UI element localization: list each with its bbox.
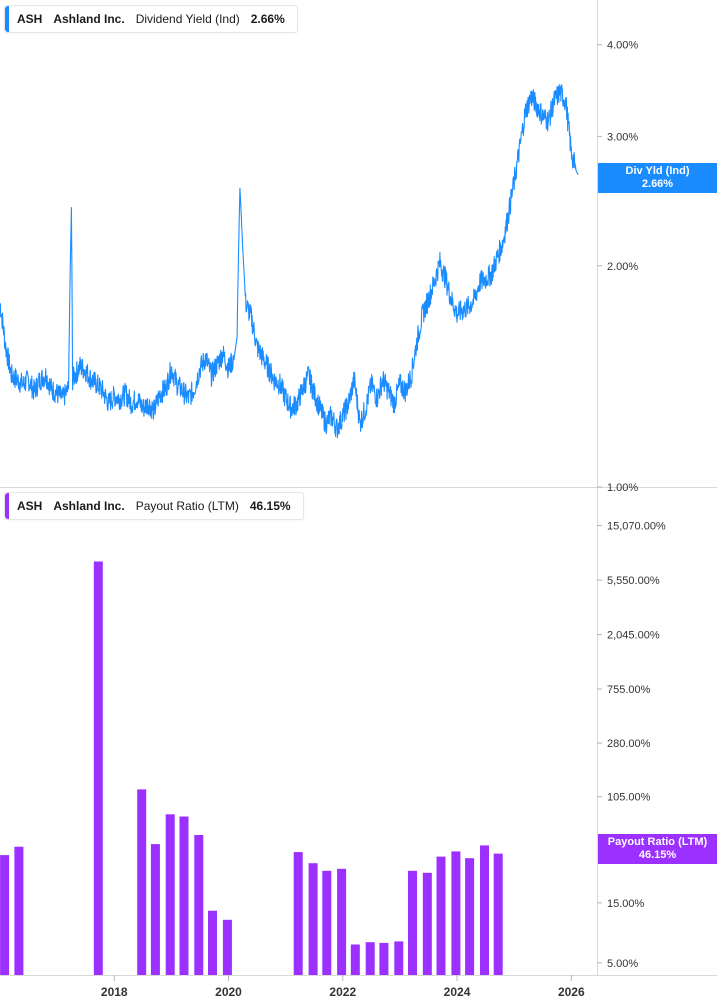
y-tick-label: 755.00% — [607, 684, 651, 696]
y-tick-label: 15.00% — [607, 898, 645, 910]
payout-bar — [322, 870, 332, 975]
payout-legend[interactable]: ASH Ashland Inc. Payout Ratio (LTM) 46.1… — [4, 492, 304, 520]
y-tick-label: 2.00% — [607, 261, 638, 273]
y-tick-label: 280.00% — [607, 738, 651, 750]
y-tick-label: 5,550.00% — [607, 575, 660, 587]
payout-bar — [150, 844, 160, 975]
yield-legend-swatch — [5, 6, 9, 32]
yield-legend-metric: Dividend Yield (Ind) — [135, 12, 240, 26]
payout-bar — [379, 942, 389, 975]
yield-pane — [0, 83, 579, 439]
x-tick-label: 2020 — [215, 985, 242, 999]
y-tick-label: 15,070.00% — [607, 521, 666, 533]
x-tick-label: 2018 — [101, 985, 128, 999]
payout-bar — [165, 814, 175, 975]
yield-legend[interactable]: ASH Ashland Inc. Dividend Yield (Ind) 2.… — [4, 5, 298, 33]
payout-bar — [436, 856, 446, 975]
payout-legend-value: 46.15% — [249, 499, 291, 513]
payout-bar — [465, 858, 475, 975]
payout-bar — [93, 561, 103, 975]
payout-bar — [408, 870, 417, 975]
payout-bar — [293, 852, 303, 975]
payout-bar — [337, 868, 347, 975]
yield-legend-company: Ashland Inc. — [53, 12, 125, 26]
payout-bar — [222, 919, 232, 975]
payout-legend-company: Ashland Inc. — [53, 499, 125, 513]
payout-bar — [308, 863, 318, 975]
x-tick-label: 2024 — [444, 985, 471, 999]
x-tick-label: 2022 — [329, 985, 356, 999]
x-tick-label: 2026 — [558, 985, 585, 999]
payout-bar — [350, 944, 360, 975]
payout-legend-swatch — [5, 493, 9, 519]
y-tick-label: 105.00% — [607, 792, 651, 804]
payout-bar — [422, 872, 432, 975]
payout-pane — [0, 561, 503, 975]
payout-legend-metric: Payout Ratio (LTM) — [135, 499, 239, 513]
payout-bar — [394, 941, 404, 975]
payout-bar — [137, 789, 147, 975]
payout-bar — [14, 846, 24, 975]
dividend-yield-line — [0, 83, 579, 439]
payout-bar — [451, 851, 461, 975]
y-tick-label: 5.00% — [607, 958, 638, 970]
yield-price-tag: Div Yld (Ind) 2.66% — [598, 163, 717, 193]
payout-bar — [365, 942, 375, 975]
payout-bar — [208, 910, 217, 975]
y-tick-label: 1.00% — [607, 482, 638, 494]
payout-legend-ticker: ASH — [17, 499, 43, 513]
payout-bar — [480, 845, 489, 975]
payout-tag-value: 46.15% — [638, 849, 677, 861]
payout-tag-label: Payout Ratio (LTM) — [607, 836, 708, 848]
y-tick-label: 4.00% — [607, 40, 638, 52]
payout-bar — [493, 853, 503, 975]
payout-bar — [179, 816, 189, 975]
yield-tag-label: Div Yld (Ind) — [625, 165, 690, 177]
payout-bar — [194, 835, 204, 975]
payout-price-tag: Payout Ratio (LTM) 46.15% — [598, 834, 717, 864]
yield-tag-value: 2.66% — [641, 178, 674, 190]
yield-legend-value: 2.66% — [250, 12, 285, 26]
y-tick-label: 2,045.00% — [607, 630, 660, 642]
yield-legend-ticker: ASH — [17, 12, 43, 26]
y-tick-label: 3.00% — [607, 131, 638, 143]
payout-bar — [0, 855, 10, 975]
